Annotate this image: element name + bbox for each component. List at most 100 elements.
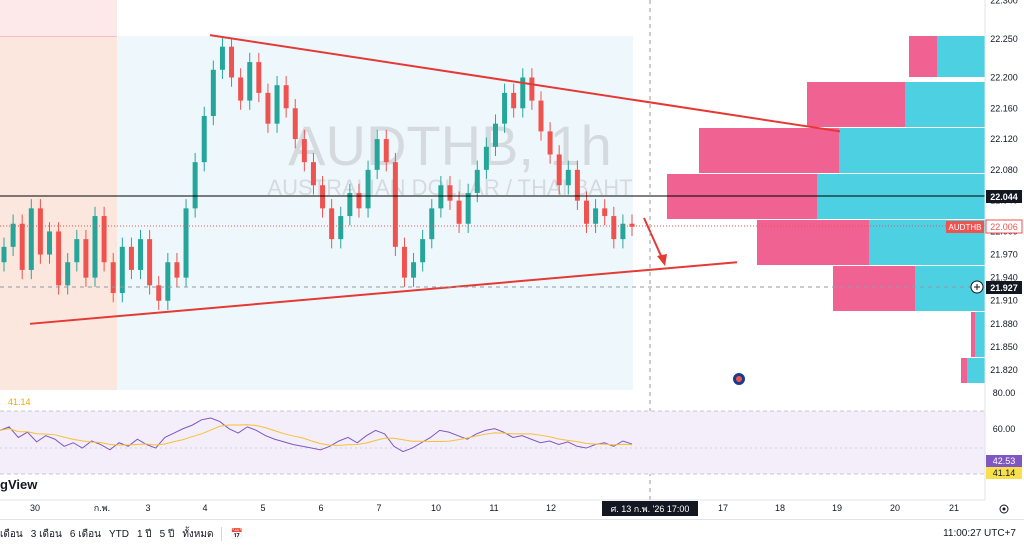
candle-body	[238, 77, 244, 101]
date-tick-label: ก.พ.	[94, 503, 110, 513]
candle-body	[156, 285, 162, 301]
candle-body	[92, 216, 98, 278]
profile-bar-buy	[839, 128, 985, 173]
candle-body	[83, 239, 89, 278]
date-tick-label: 21	[949, 503, 959, 513]
candle-body	[265, 92, 271, 124]
time-axis[interactable]: 30 ก.พ. 3 4 5 6 7 10 11 12 17 18 19 20 21	[30, 503, 959, 513]
flag-icon[interactable]	[733, 373, 745, 385]
range-button-ytd[interactable]: YTD	[108, 528, 129, 540]
settings-icon[interactable]	[999, 504, 1009, 514]
candle-body	[392, 162, 398, 247]
rsi-ma-badge	[986, 467, 1022, 479]
candle-body	[201, 115, 207, 163]
candle-body	[420, 239, 426, 263]
rsi-panel-band	[0, 411, 985, 474]
price-tick-label: 21.850	[990, 342, 1018, 352]
crosshair-date-badge	[602, 501, 698, 516]
profile-bar-sell	[699, 128, 839, 173]
range-button-all[interactable]: ทั้งหมด	[182, 528, 214, 540]
range-button-5-years[interactable]: 5 ปี	[159, 528, 175, 540]
session-zone-right	[117, 36, 633, 390]
candle-body	[10, 223, 16, 247]
date-tick-label: 3	[145, 503, 150, 513]
candle-body	[338, 216, 344, 240]
rsi-tick-label: 80.00	[993, 388, 1016, 398]
rsi-ma-value: 41.14	[993, 468, 1016, 478]
range-button-6-months[interactable]: 6 เดือน	[69, 528, 101, 540]
candle-body	[37, 208, 43, 255]
price-tick-label: 21.910	[990, 296, 1018, 306]
candle-body	[192, 162, 198, 209]
candle-body	[511, 92, 517, 109]
profile-bar-sell	[961, 358, 967, 383]
date-tick-label: 4	[202, 503, 207, 513]
candle-body	[611, 216, 617, 240]
candle-body	[620, 223, 626, 240]
date-tick-label: 19	[832, 503, 842, 513]
rsi-ma-line	[0, 424, 633, 446]
candle-body	[411, 262, 417, 278]
candle-body	[502, 92, 508, 124]
rsi-tick-label: 60.00	[993, 424, 1016, 434]
candle-body	[128, 246, 134, 270]
candle-body	[401, 246, 407, 278]
date-range-icon[interactable]: 📅	[230, 528, 243, 540]
range-button-1-year[interactable]: 1 ปี	[136, 528, 152, 540]
price-tick-label: 22.120	[990, 134, 1018, 144]
candle-body	[301, 139, 307, 163]
candle-body	[219, 46, 225, 70]
candle-body	[429, 208, 435, 240]
symbol-tag: AUDTHB	[949, 223, 982, 232]
range-button-month[interactable]: เดือน	[0, 528, 23, 540]
price-axis[interactable]: 22.300 22.250 22.200 22.160 22.120 22.080 22.0…	[990, 0, 1018, 375]
zone-top-fill	[0, 0, 117, 36]
candle-body	[101, 216, 107, 263]
candle-body	[374, 139, 380, 170]
crosshair-price: 21.927	[990, 283, 1018, 293]
trendline-upper[interactable]	[209, 34, 841, 133]
candle-body	[538, 100, 544, 132]
range-button-3-months[interactable]: 3 เดือน	[30, 528, 62, 540]
candle-body	[438, 185, 444, 209]
candle-body	[356, 192, 362, 209]
candle-body	[165, 262, 171, 301]
candle-body	[210, 69, 216, 116]
date-tick-label: 11	[489, 503, 498, 513]
candle-body	[583, 200, 589, 224]
profile-bar-sell	[807, 82, 905, 127]
candle-body	[110, 262, 116, 294]
arrow-down-icon[interactable]	[643, 217, 667, 266]
date-tick-label: 10	[431, 503, 441, 513]
add-alert-icon[interactable]	[970, 280, 984, 294]
candle-body	[74, 239, 80, 263]
profile-bar-buy	[975, 312, 985, 357]
trendline-lower[interactable]	[29, 261, 738, 325]
candle-body	[365, 169, 371, 209]
candle-body	[256, 62, 262, 93]
clock: 11:00:27 UTC+7	[943, 528, 1016, 539]
candle-body	[483, 146, 489, 170]
last-price-label: 22.044	[990, 192, 1018, 202]
date-tick-label: 12	[546, 503, 556, 513]
date-tick-label: 7	[376, 503, 381, 513]
price-tick-label: 21.970	[990, 250, 1018, 260]
symbol-tag-price-badge	[985, 219, 1023, 234]
candle-body	[474, 169, 480, 193]
date-tick-label: 5	[260, 503, 265, 513]
price-tick-label: 22.250	[990, 34, 1018, 44]
candle-body	[320, 185, 326, 209]
candle-body	[456, 200, 462, 224]
candle-body	[19, 223, 25, 270]
price-tick-label: 22.160	[990, 103, 1018, 113]
candle-body	[383, 139, 389, 163]
candle-body	[547, 131, 553, 155]
rsi-axis: 80.00 60.00	[993, 388, 1016, 434]
candle-body	[183, 208, 189, 278]
session-zone-left	[0, 0, 117, 390]
candle-body	[274, 85, 280, 124]
candle-body	[247, 62, 253, 101]
candle-body	[1, 246, 7, 263]
crosshair-price-badge	[986, 281, 1022, 294]
